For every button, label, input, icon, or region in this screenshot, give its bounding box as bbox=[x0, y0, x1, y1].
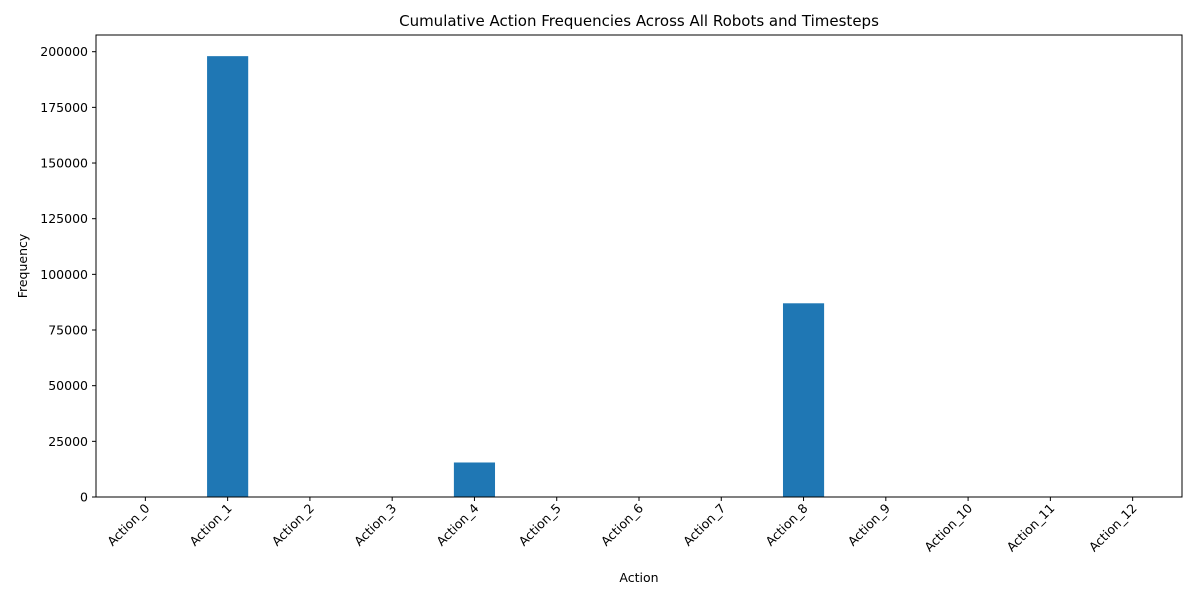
x-tick-label: Action_7 bbox=[680, 501, 728, 549]
x-tick-label: Action_0 bbox=[104, 500, 152, 548]
x-tick-label: Action_1 bbox=[186, 501, 234, 549]
y-tick-label: 200000 bbox=[40, 44, 88, 59]
chart-title: Cumulative Action Frequencies Across All… bbox=[399, 12, 879, 30]
y-tick-label: 175000 bbox=[40, 100, 88, 115]
y-tick-label: 150000 bbox=[40, 156, 88, 171]
x-tick-label: Action_2 bbox=[269, 501, 317, 549]
x-tick-label: Action_10 bbox=[921, 500, 975, 554]
x-tick-label: Action_3 bbox=[351, 501, 399, 549]
y-tick-label: 0 bbox=[80, 490, 88, 505]
x-tick-label: Action_4 bbox=[433, 500, 481, 548]
x-axis-label: Action bbox=[619, 570, 658, 585]
bars-group bbox=[207, 56, 825, 498]
x-tick-label: Action_5 bbox=[516, 501, 564, 549]
y-tick-label: 100000 bbox=[40, 267, 88, 282]
y-tick-label: 50000 bbox=[48, 378, 88, 393]
bar-action-4 bbox=[453, 462, 496, 497]
y-tick-label: 25000 bbox=[48, 434, 88, 449]
y-axis-label: Frequency bbox=[15, 233, 30, 298]
bar-action-1 bbox=[207, 56, 249, 498]
x-tick-label: Action_12 bbox=[1086, 501, 1140, 555]
y-tick-label: 75000 bbox=[48, 323, 88, 338]
y-tick-label: 125000 bbox=[40, 211, 88, 226]
y-axis: 0 25000 50000 75000 100000 125000 150000 175000… bbox=[40, 44, 96, 505]
x-tick-label: Action_8 bbox=[762, 500, 810, 548]
plot-frame bbox=[95, 34, 1183, 498]
x-tick-label: Action_6 bbox=[598, 500, 646, 548]
x-tick-label: Action_9 bbox=[845, 500, 893, 548]
bar-action-8 bbox=[782, 303, 825, 497]
x-tick-label: Action_11 bbox=[1004, 501, 1058, 555]
x-axis: Action_0 Action_1 Action_2 Action_3 Action_4… bbox=[104, 497, 1140, 554]
